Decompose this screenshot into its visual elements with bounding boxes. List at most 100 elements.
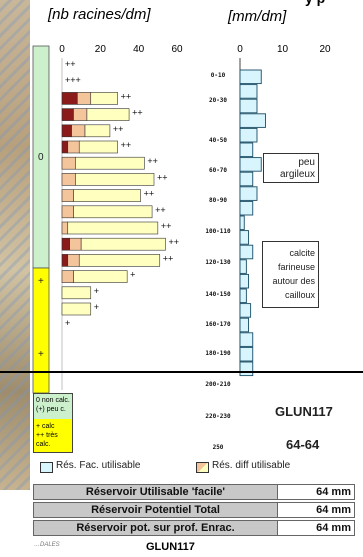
calc-legend-item-1: (+) peu c. [36,406,66,413]
legend-diff-swatch [196,462,209,473]
depth-label: 250 [213,444,224,451]
bar-mark: ++ [169,237,180,247]
note2-line1: calcite [289,248,315,258]
depth-label: 20-30 [209,97,227,104]
note1-line1: peu [298,157,315,168]
water-bar [239,361,254,377]
bar-cream [73,270,128,283]
bar-cream [78,140,118,154]
note-peu-argileux: peu argileux [263,153,319,183]
calc-legend-item-3: ++ très calc. [36,432,58,448]
bar-mark: ++ [121,140,132,150]
table-row: Réservoir Potentiel Total 64 mm [33,502,355,518]
right-tick-label: 0 [237,44,243,55]
water-bar [239,332,254,347]
depth-label: 80-90 [209,197,227,204]
table-row: Réservoir Utilisable 'facile' 64 mm [33,484,355,500]
bar-cream [86,108,130,121]
title-fragment: y p [305,0,325,6]
bar-cream [73,205,153,219]
right-axis-unit: [mm/dm] [228,8,287,25]
bar-cream [84,124,111,138]
water-bar [239,127,258,143]
left-tick-label: 60 [171,44,183,55]
table-row-label: Réservoir pot. sur prof. Enrac. [34,521,278,535]
bar-mark: ++ [113,124,124,134]
water-bar [239,69,262,85]
bar-mark: + [130,270,135,280]
calc-legend: 0 non calc. (+) peu c. + calc ++ très ca… [33,393,73,453]
water-bar [239,244,254,260]
water-bar [239,215,245,231]
legend-diff-label: Rés. diff utilisable [212,460,291,471]
depth-label: 0-10 [211,72,226,79]
water-bar [239,346,254,362]
water-bar [239,259,247,274]
bar-mark: +++ [65,75,81,85]
left-tick-label: 40 [133,44,145,55]
right-tick-label: 20 [319,44,331,55]
note-calcite: calcite farineuse autour des cailloux [262,241,319,308]
water-bar [239,186,258,201]
depth-label: 140-150 [205,291,231,298]
depth-label: 180-190 [205,350,231,357]
depth-label: 220-230 [205,413,231,420]
depth-label: 40-50 [209,137,227,144]
bar-cream [90,92,118,105]
bar-mark: + [94,302,99,312]
bar-mark: + [94,286,99,296]
calc-label: 0 [38,152,44,163]
water-bar [239,200,254,216]
table-row-label: Réservoir Utilisable 'facile' [34,485,278,499]
water-bar [239,273,249,289]
bar-mark: ++ [132,108,143,118]
calc-legend-item-2: + calc [36,423,55,430]
value-label: 64-64 [286,437,320,452]
bar-cream [80,237,166,251]
bar-cream [78,254,161,267]
calc-legend-green: 0 non calc. (+) peu c. [34,394,72,419]
note1-line2: argileux [279,169,315,180]
bar-mark: ++ [155,205,166,215]
legend-fac-swatch [40,462,53,473]
calc-label: + [38,349,44,360]
bar-mark: ++ [163,253,174,263]
depth-label: 60-70 [209,167,227,174]
table-row-value: 64 mm [316,522,351,534]
water-bar [239,317,249,333]
table-row-value: 64 mm [316,486,351,498]
note2-line3: autour des [272,276,315,286]
water-bar [239,98,258,114]
depth-label: 160-170 [205,321,231,328]
soil-photo-texture [0,0,30,490]
table-row: Réservoir pot. sur prof. Enrac. 64 mm [33,520,355,536]
left-tick-label: 0 [59,44,65,55]
bar-mark: ++ [157,172,168,182]
calc-legend-yellow: + calc ++ très calc. [34,419,72,452]
table-row-label: Réservoir Potentiel Total [34,503,278,517]
bar-cream [75,156,145,170]
note2-line2: farineuse [277,262,315,272]
bar-mark: ++ [144,189,155,199]
bar-cream [61,286,92,300]
water-bar [239,303,252,318]
footer-code: GLUN117 [146,541,195,553]
calc-legend-item-0: 0 non calc. [36,397,70,404]
depth-label: 100-110 [205,228,231,235]
left-tick-label: 20 [95,44,107,55]
water-bar [239,157,262,172]
bar-cream [75,173,155,186]
water-bar [239,142,254,158]
bar-mark: ++ [147,156,158,166]
root-density-chart: 0++0 20 40 60++++++++++++++++++++++++++++++… [32,44,183,394]
water-reserve-chart: 0 10 20 0-10 20-30 40-50 60-70 80-90 100-110 120-… [0,44,363,451]
bar-mark: + [65,318,70,328]
right-tick-label: 10 [277,44,289,55]
bar-mark: ++ [121,91,132,101]
bar-mark: ++ [161,221,172,231]
bar-cream [61,302,92,316]
footer-logo: …DALES [34,542,60,548]
water-bar [239,113,266,128]
soil-photo-strip [0,0,30,490]
water-bar [239,288,247,304]
